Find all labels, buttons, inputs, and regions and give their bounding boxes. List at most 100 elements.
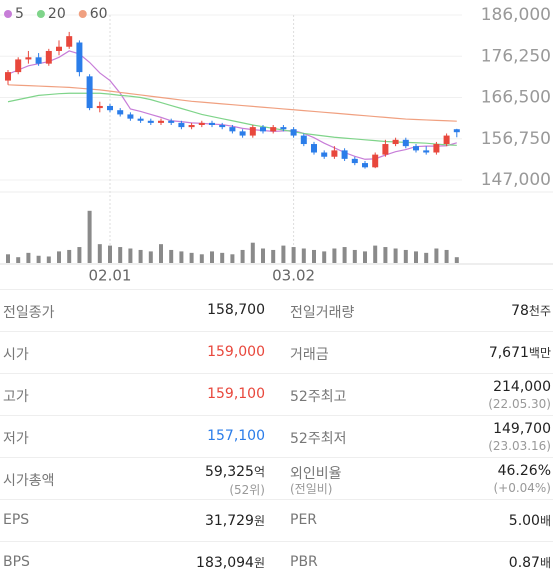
candle-body (443, 135, 450, 145)
candle-body (453, 129, 460, 133)
volume-bar (26, 252, 31, 263)
table-cell: 시가 159,000 (0, 332, 265, 374)
y-tick-label: 147,000 (481, 170, 551, 190)
volume-bar (434, 248, 439, 263)
table-cell: PBR 0.87배 (287, 542, 551, 584)
x-tick-label: 02.01 (89, 267, 132, 285)
volume-bar (67, 249, 72, 263)
volume-bar (424, 252, 429, 263)
volume-bar (230, 254, 235, 263)
candle-body (5, 72, 11, 81)
volume-bar (16, 257, 21, 263)
volume-bar (342, 247, 347, 263)
value-text: 0.87 (508, 555, 540, 571)
value-text: 31,729 (204, 513, 254, 529)
candle-body (137, 118, 144, 121)
table-row: 시가 159,000 거래금 7,671백만 (0, 331, 553, 373)
table-cell: PER 5.00배 (287, 500, 551, 542)
table-cell: EPS 31,729원 (0, 500, 265, 542)
value-text: 159,100 (207, 386, 265, 402)
value-text: 5.00 (508, 513, 540, 529)
table-cell: 52주최저 149,700 (23.03.16) (287, 416, 551, 458)
cell-label: 전일거래량 (290, 305, 355, 321)
candle-body (270, 127, 277, 132)
cell-label: 외인비율 (290, 466, 342, 482)
candle-body (372, 154, 379, 168)
candle-body (117, 110, 124, 115)
candle-body (311, 144, 317, 153)
candle-body (331, 150, 338, 157)
y-tick-label: 166,500 (481, 88, 551, 108)
cell-label: 전일종가 (3, 305, 55, 321)
cell-value: 157,100 (207, 428, 265, 444)
candle-body (147, 120, 154, 123)
cell-value: 31,729원 (205, 512, 265, 529)
cell-value: 214,000 (493, 379, 551, 395)
volume-bar (118, 247, 123, 263)
candle-body (351, 158, 358, 164)
candle-body (45, 50, 52, 64)
candle-body (107, 105, 113, 111)
table-row: EPS 31,729원 PER 5.00배 (0, 499, 553, 541)
value-unit: 원 (253, 514, 265, 528)
moving-average-line (7, 84, 457, 122)
legend-label: 5 (15, 6, 24, 22)
y-tick-label: 176,250 (481, 46, 551, 66)
cell-value: 78천주 (511, 302, 551, 319)
candle-body (209, 122, 215, 125)
volume-bar (414, 251, 418, 263)
candle-body (178, 122, 185, 128)
value-text: 159,000 (207, 344, 265, 360)
cell-sub: (+0.04%) (493, 481, 551, 495)
cell-value: 158,700 (207, 302, 265, 318)
candle-body (239, 131, 246, 136)
candle-body (362, 163, 368, 168)
cell-label: 저가 (3, 431, 29, 447)
legend-marker (78, 10, 87, 18)
volume-bar (138, 249, 143, 263)
volume-bar (87, 210, 92, 263)
volume-bar (454, 257, 459, 263)
value-text: 46.26% (497, 463, 551, 479)
table-row: BPS 183,094원 PBR 0.87배 (0, 541, 553, 583)
volume-bar (301, 248, 306, 263)
cell-value: 59,325억 (205, 463, 265, 480)
candle-body (290, 129, 297, 136)
volume-bar (250, 242, 255, 263)
table-cell: 고가 159,100 (0, 374, 265, 416)
cell-value: 7,671백만 (489, 344, 551, 361)
value-text: 158,700 (207, 302, 265, 318)
volume-bar (220, 252, 225, 263)
volume-bar (36, 255, 41, 263)
table-cell: BPS 183,094원 (0, 542, 265, 584)
table-row: 고가 159,100 52주최고 214,000 (22.05.30) (0, 373, 553, 415)
candle-body (76, 42, 83, 73)
candle-body (188, 125, 195, 128)
value-text: 157,100 (207, 428, 265, 444)
cell-label: 거래금 (290, 347, 329, 363)
table-cell: 전일종가 158,700 (0, 290, 265, 332)
value-unit: 백만 (528, 346, 551, 360)
cell-label: PER (290, 512, 318, 528)
volume-bar (393, 248, 398, 263)
candle-body (300, 135, 307, 145)
table-cell: 전일거래량 78천주 (287, 290, 551, 332)
table-row: 저가 157,100 52주최저 149,700 (23.03.16) (0, 415, 553, 457)
candle-body (321, 152, 328, 157)
cell-value: 0.87배 (509, 554, 551, 571)
candle-body (15, 59, 22, 73)
candle-body (168, 120, 175, 123)
candle-body (25, 57, 32, 60)
volume-bar (189, 252, 194, 263)
legend-marker (36, 10, 45, 18)
volume-bar (77, 247, 82, 263)
candle-body (249, 127, 256, 136)
value-text: 7,671 (488, 345, 529, 361)
volume-bar (281, 245, 286, 263)
candle-body (413, 146, 419, 151)
volume-bar (97, 244, 102, 263)
value-text: 214,000 (493, 379, 551, 395)
volume-bar (108, 245, 112, 263)
volume-bar (199, 254, 204, 263)
